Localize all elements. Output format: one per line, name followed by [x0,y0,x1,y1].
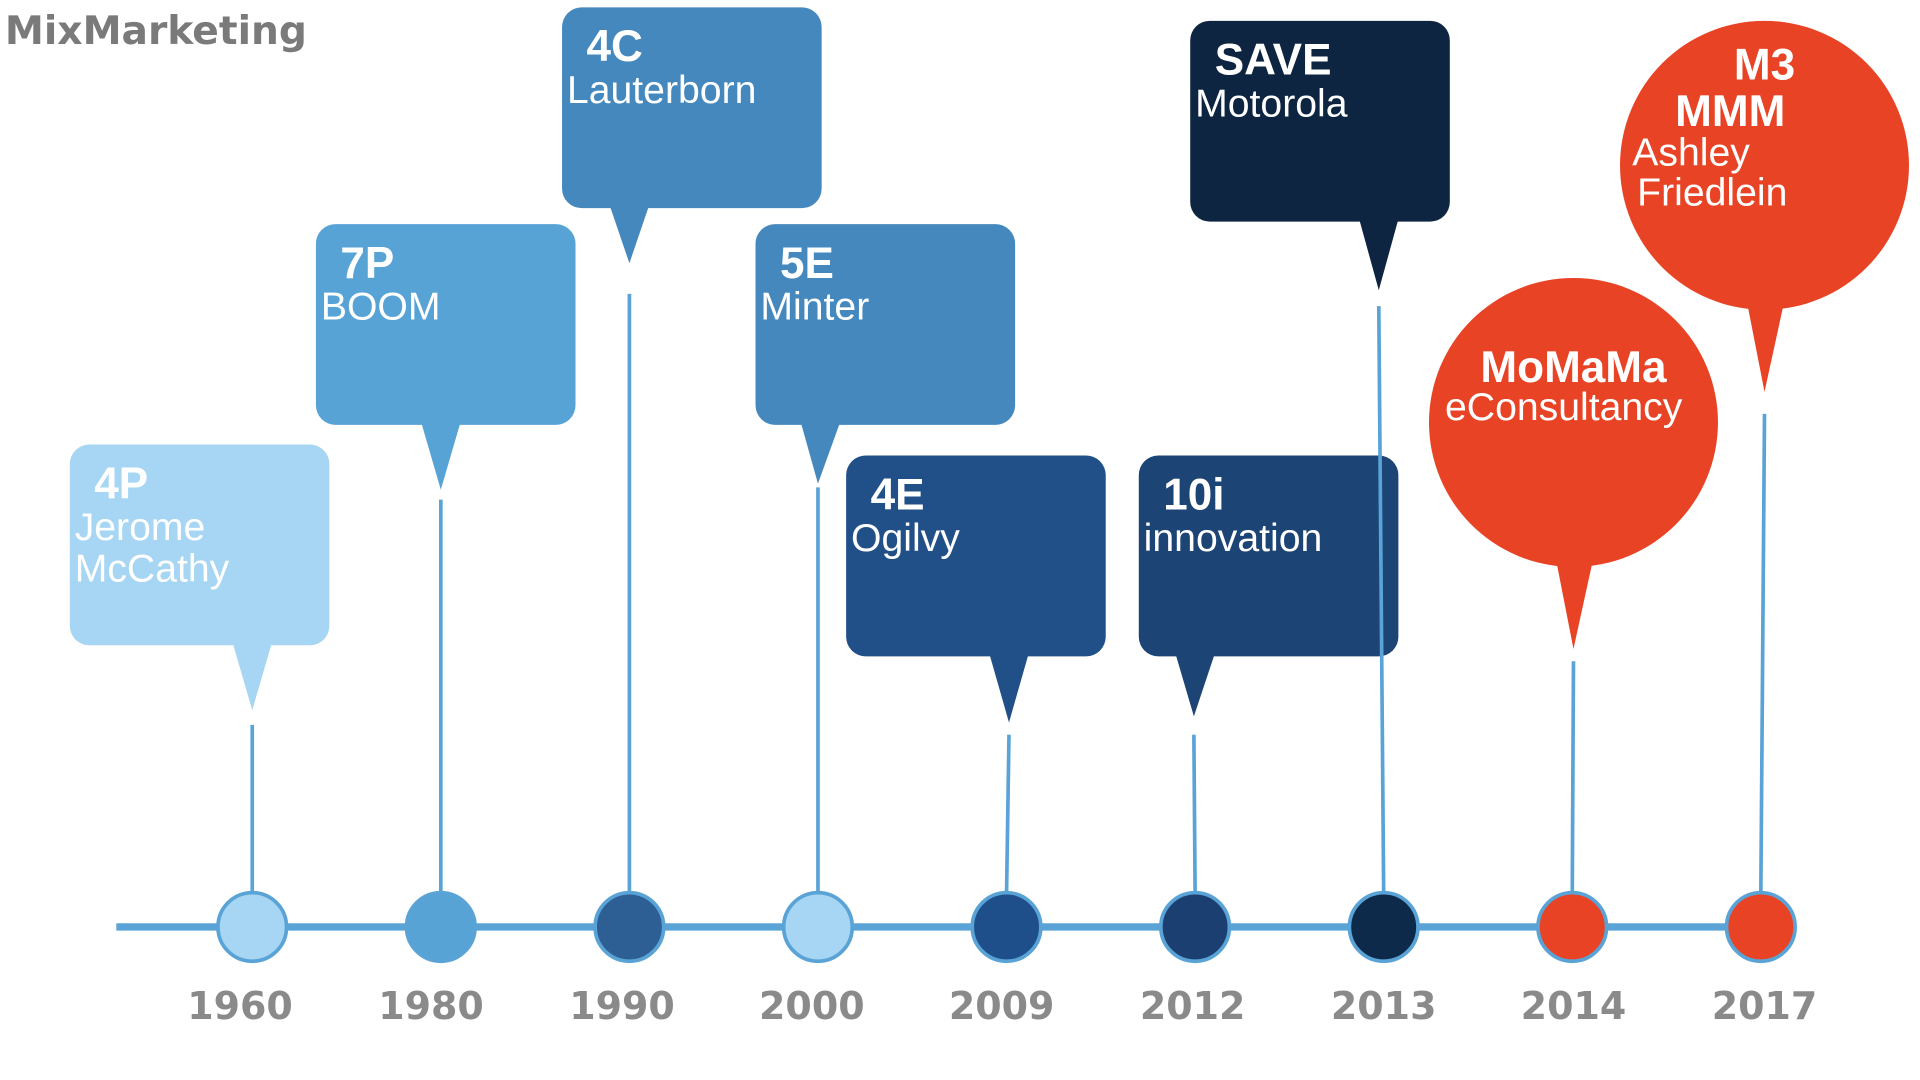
event-stem [1004,734,1011,894]
callout-box [1190,20,1450,222]
event-stem [1376,306,1386,894]
event-year: 1960 [187,984,293,1028]
callout-pointer [1552,542,1597,649]
timeline-axis [116,923,1794,931]
event-dot [216,890,289,964]
callout-bubble [1620,20,1909,310]
callout-subtitle: innovation [1144,517,1323,560]
callout-pointer [421,422,461,490]
callout-label: SAVE [1215,36,1332,85]
callout-label: 7P [340,239,394,288]
event-dot [970,890,1043,964]
callout-subtitle: BOOM [321,286,441,329]
callout-subtitle: Motorola [1195,82,1348,125]
callout-label: 4E [871,470,925,519]
callout-subtitle: Ogilvy [851,517,960,560]
event-dot [1347,890,1420,964]
callout-pointer [1175,653,1215,717]
event-stem [1192,734,1197,894]
callout-subtitle: Minter [760,286,869,329]
callout-subtitle: eConsultancy [1445,386,1683,429]
callout-bubble [1428,277,1718,567]
callout-pointer [232,642,272,711]
event-stem [1570,661,1576,894]
callout-subtitle: Jerome [75,506,206,549]
callout-label: 4P [94,459,148,508]
diagram-title: MixMarketing [5,9,307,54]
event-year: 1990 [569,984,675,1028]
callout-label: 5E [780,239,834,288]
event-dot [593,890,666,964]
event-dot [781,890,855,964]
callout-pointer [609,205,649,264]
callout-pointer [1743,285,1788,392]
callout-box [846,455,1106,657]
callout-pointer [989,653,1029,723]
event-year: 2014 [1521,984,1627,1028]
callout-box [315,224,576,425]
callout-label: MoMaMa [1480,343,1667,392]
callout-label-line2: MMM [1675,87,1785,136]
event-year: 2000 [759,984,865,1028]
callout-subtitle: Ashley [1632,131,1750,174]
callout-label: 10i [1163,470,1224,519]
event-year: 2017 [1712,984,1818,1028]
event-dot [404,890,477,964]
callout-subtitle: Lauterborn [567,69,756,112]
event-year: 2009 [949,984,1055,1028]
callout-subtitle: McCathy [75,548,230,591]
callout-label: M3 [1734,41,1795,90]
callout-pointer [1359,219,1399,291]
callout-pointer [800,422,841,484]
event-dot [1536,890,1609,964]
event-dot [1158,890,1232,964]
event-year: 1980 [378,984,484,1028]
callout-box [562,7,822,209]
event-year: 2012 [1140,984,1246,1028]
event-stem [1758,413,1767,894]
callout-subtitle: Friedlein [1637,172,1787,215]
callout-box [1138,455,1399,657]
callout-label: 4C [587,22,643,71]
event-year: 2013 [1331,984,1437,1028]
event-dot [1724,890,1797,964]
callout-box [755,224,1016,425]
callout-box [69,444,330,646]
